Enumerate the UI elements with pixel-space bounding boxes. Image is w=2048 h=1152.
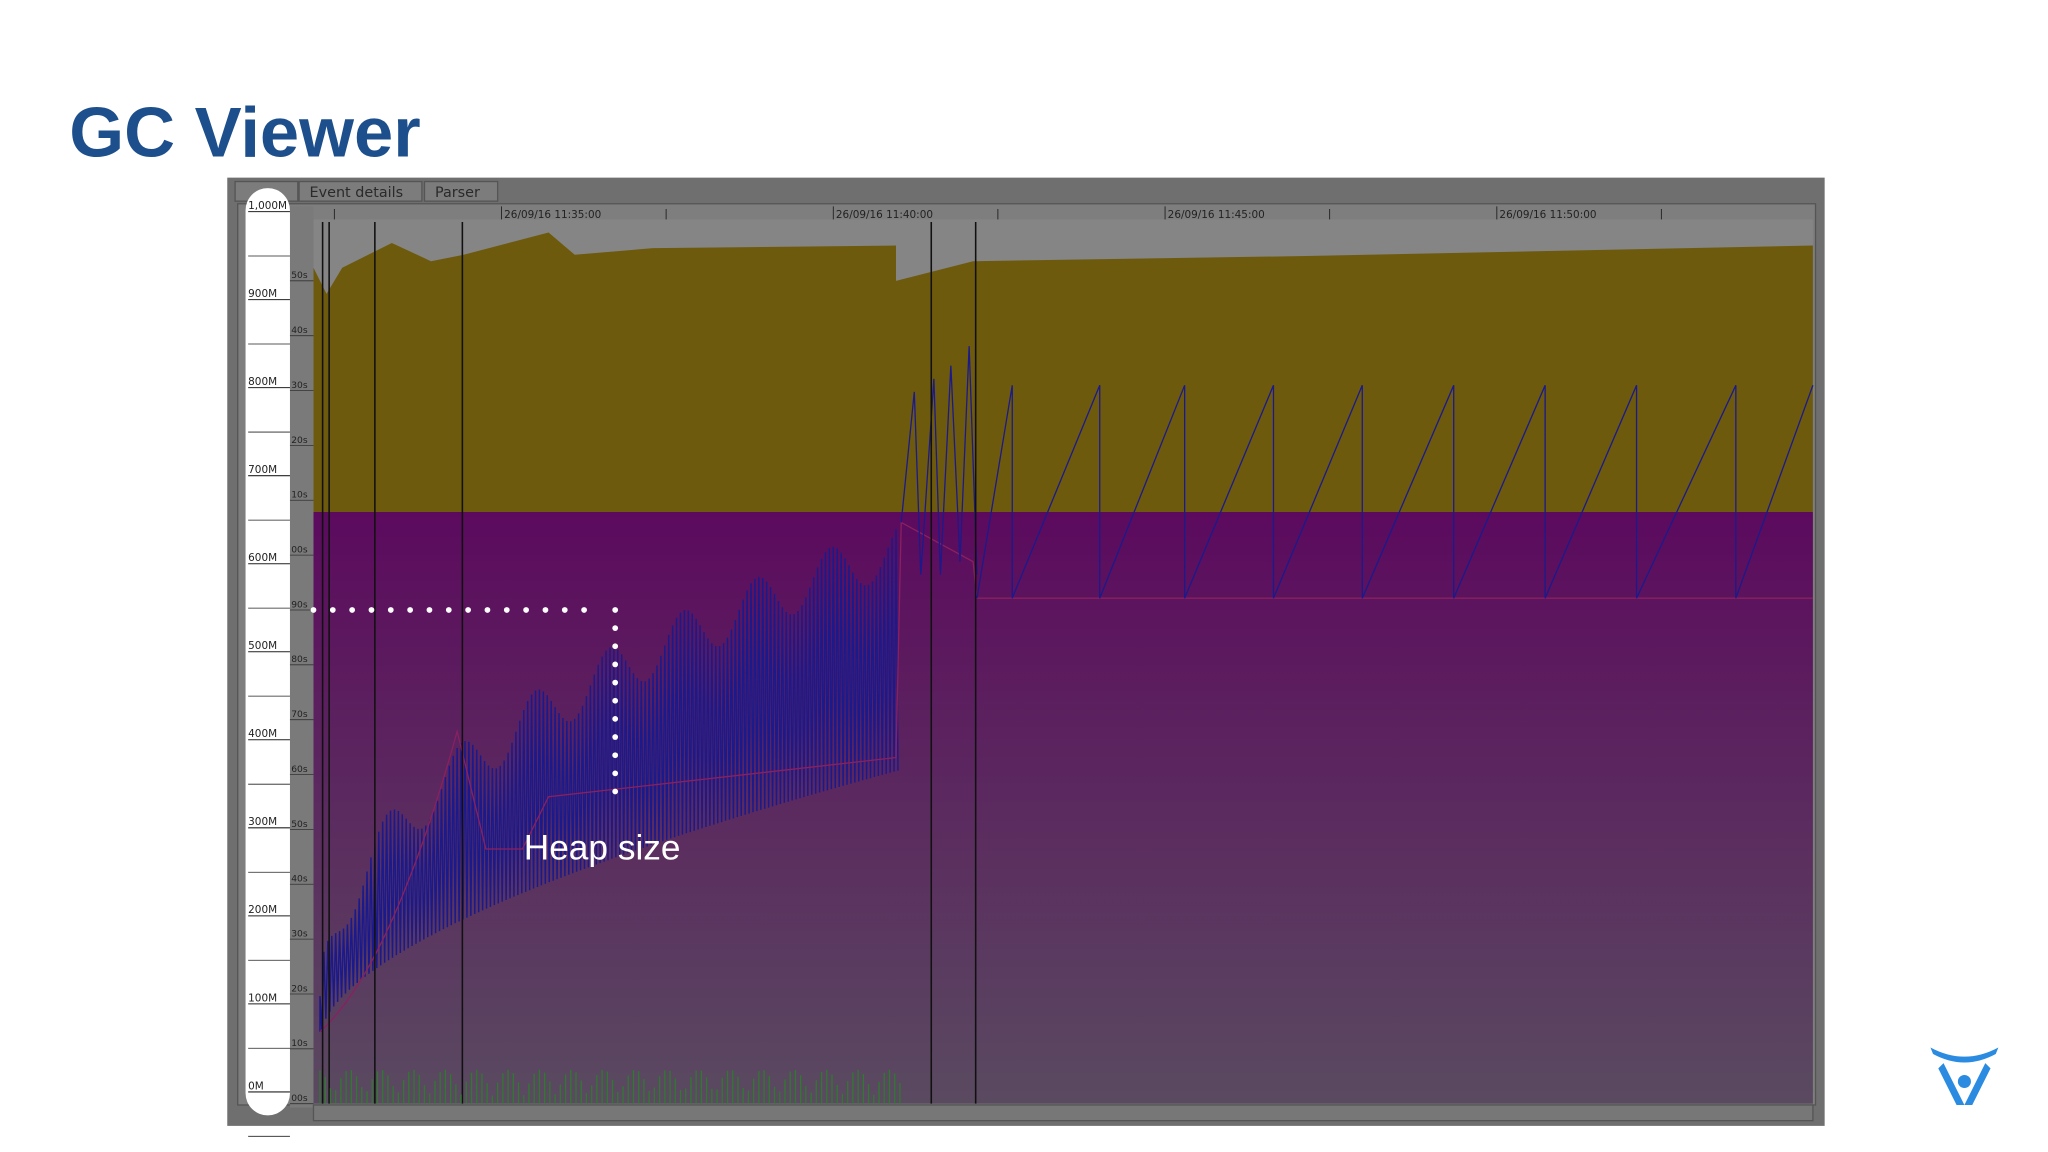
annotation-dot: [484, 607, 491, 613]
annotation-dot: [465, 607, 471, 613]
pause-tick-label: 20s: [291, 984, 308, 994]
memory-tick-label: 700M: [248, 464, 277, 476]
annotation-dot: [612, 607, 619, 613]
annotation-dot: [612, 770, 619, 777]
pause-tick-label: 60s: [291, 765, 308, 775]
pause-tick-label: 40s: [291, 326, 308, 336]
scrollbar[interactable]: [312, 1104, 1814, 1122]
tab[interactable]: [298, 180, 423, 202]
annotation-dot: [407, 607, 413, 613]
annotation-dot: [612, 625, 619, 631]
annotation-dot: [612, 643, 619, 650]
pause-tick-label: 30s: [291, 929, 308, 939]
annotation: Heap size: [524, 828, 681, 867]
pause-tick-label: 00s: [291, 1094, 308, 1104]
tenured-line: [319, 521, 1813, 1033]
memory-tick-label: 400M: [248, 728, 277, 740]
annotation-dot: [310, 607, 317, 613]
heap-used-line: [976, 385, 1814, 599]
pause-tick-label: 90s: [291, 600, 308, 610]
memory-tick-label: 0M: [248, 1080, 264, 1092]
annotation-dot: [523, 607, 529, 613]
pause-tick-label: 40s: [291, 875, 308, 885]
memory-tick-label: 600M: [248, 552, 277, 564]
annotation-dot: [329, 607, 336, 613]
memory-tick-label: 500M: [248, 640, 277, 652]
pause-tick-label: 30s: [291, 381, 308, 391]
tab[interactable]: [423, 180, 499, 202]
annotation-dot: [612, 716, 619, 722]
annotation-dot: [368, 607, 375, 613]
logo: [1930, 1047, 1999, 1105]
pause-tick-label: 50s: [291, 271, 308, 281]
time-tick-label: 26/09/16 11:35:00: [504, 209, 601, 221]
annotation-dot: [349, 607, 356, 613]
memory-tick-label: 1,000M: [248, 200, 287, 212]
axes: 1,000M 900M 800M 700M 600M 500M 400M 300M 200M 10…: [248, 200, 1662, 1137]
annotation-dot: [561, 607, 568, 613]
pause-tick-label: 70s: [291, 710, 308, 720]
annotation-dot: [612, 788, 619, 795]
memory-tick-label: 100M: [248, 992, 277, 1004]
annotation-dot: [445, 607, 452, 613]
annotation-dot: [612, 679, 619, 686]
annotation-dot: [612, 661, 619, 668]
annotation-dot: [503, 607, 510, 613]
memory-tick-label: 900M: [248, 288, 277, 300]
plot-lines: [319, 222, 1814, 1104]
memory-tick-label: 200M: [248, 904, 277, 916]
annotation-dot: [542, 607, 549, 613]
annotation-dot: [426, 607, 433, 613]
annotation-dot: [581, 607, 587, 613]
pause-tick-label: 00s: [291, 545, 308, 555]
heap-total-area: [313, 232, 1813, 512]
memory-tick-label: 300M: [248, 816, 277, 828]
slide-title: GC Viewer: [69, 93, 420, 172]
heap-used-line: [900, 346, 978, 575]
pause-tick-label: 10s: [291, 1039, 308, 1049]
time-tick-label: 26/09/16 11:45:00: [1168, 209, 1265, 221]
tab-label[interactable]: Parser: [435, 185, 480, 201]
annotation-dot: [387, 607, 394, 613]
time-tick-label: 26/09/16 11:50:00: [1499, 209, 1596, 221]
annotation-dots: [310, 607, 619, 795]
pause-tick-label: 20s: [291, 436, 308, 446]
pause-axis: [289, 206, 314, 1108]
pause-tick-label: 50s: [291, 820, 308, 830]
annotation-dot: [612, 734, 619, 740]
pause-tick-label: 80s: [291, 655, 308, 665]
time-tick-label: 26/09/16 11:40:00: [836, 209, 933, 221]
tab-label[interactable]: Event details: [310, 185, 404, 201]
annotation-dot: [612, 697, 619, 704]
memory-tick-label: 800M: [248, 376, 277, 388]
pause-tick-label: 10s: [291, 491, 308, 501]
annotation-dot: [612, 752, 619, 759]
